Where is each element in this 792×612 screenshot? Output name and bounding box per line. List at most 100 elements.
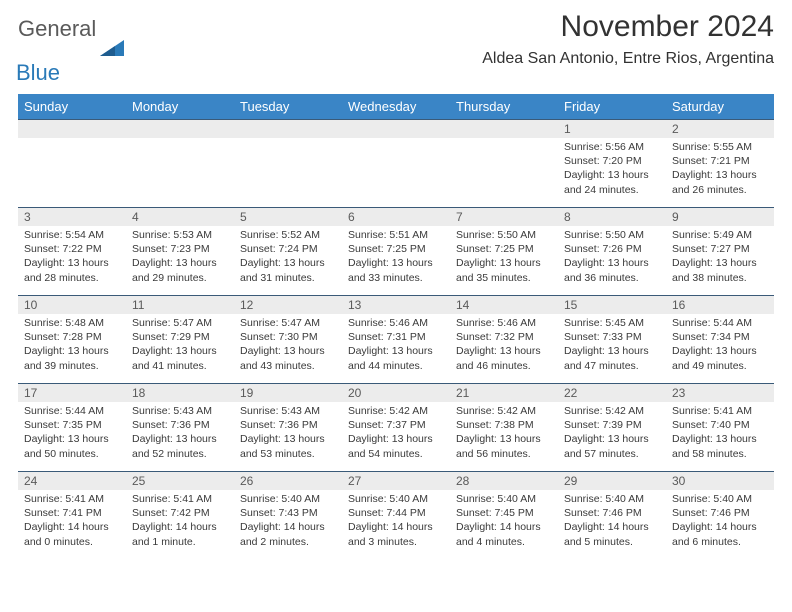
day-number: 28 (450, 472, 558, 490)
month-title: November 2024 (482, 10, 774, 44)
weekday-header: Friday (558, 94, 666, 120)
day-info: Sunrise: 5:40 AMSunset: 7:45 PMDaylight:… (450, 490, 558, 553)
day-info: Sunrise: 5:40 AMSunset: 7:43 PMDaylight:… (234, 490, 342, 553)
day-number: 15 (558, 296, 666, 314)
day-number: 8 (558, 208, 666, 226)
sunrise-text: Sunrise: 5:42 AM (348, 404, 444, 418)
day-number: 1 (558, 120, 666, 138)
daylight-text: Daylight: 14 hours and 6 minutes. (672, 520, 768, 548)
calendar-day-cell: 25Sunrise: 5:41 AMSunset: 7:42 PMDayligh… (126, 472, 234, 560)
day-info: Sunrise: 5:41 AMSunset: 7:40 PMDaylight:… (666, 402, 774, 465)
day-info: Sunrise: 5:40 AMSunset: 7:44 PMDaylight:… (342, 490, 450, 553)
calendar-week-row: 17Sunrise: 5:44 AMSunset: 7:35 PMDayligh… (18, 384, 774, 472)
day-info: Sunrise: 5:49 AMSunset: 7:27 PMDaylight:… (666, 226, 774, 289)
day-number: 11 (126, 296, 234, 314)
calendar-day-cell (18, 120, 126, 208)
calendar-day-cell (342, 120, 450, 208)
calendar-day-cell: 20Sunrise: 5:42 AMSunset: 7:37 PMDayligh… (342, 384, 450, 472)
calendar-day-cell: 23Sunrise: 5:41 AMSunset: 7:40 PMDayligh… (666, 384, 774, 472)
sunset-text: Sunset: 7:29 PM (132, 330, 228, 344)
brand-name-2: Blue (16, 60, 96, 86)
day-number: 2 (666, 120, 774, 138)
day-number: 17 (18, 384, 126, 402)
sunrise-text: Sunrise: 5:41 AM (672, 404, 768, 418)
day-info: Sunrise: 5:55 AMSunset: 7:21 PMDaylight:… (666, 138, 774, 201)
sunset-text: Sunset: 7:41 PM (24, 506, 120, 520)
daylight-text: Daylight: 13 hours and 39 minutes. (24, 344, 120, 372)
sunrise-text: Sunrise: 5:43 AM (240, 404, 336, 418)
sunrise-text: Sunrise: 5:45 AM (564, 316, 660, 330)
daylight-text: Daylight: 13 hours and 57 minutes. (564, 432, 660, 460)
day-number: 18 (126, 384, 234, 402)
sunset-text: Sunset: 7:40 PM (672, 418, 768, 432)
calendar-day-cell: 10Sunrise: 5:48 AMSunset: 7:28 PMDayligh… (18, 296, 126, 384)
weekday-header: Saturday (666, 94, 774, 120)
sunrise-text: Sunrise: 5:40 AM (456, 492, 552, 506)
sunrise-text: Sunrise: 5:52 AM (240, 228, 336, 242)
daylight-text: Daylight: 13 hours and 36 minutes. (564, 256, 660, 284)
day-number: 26 (234, 472, 342, 490)
day-info: Sunrise: 5:42 AMSunset: 7:38 PMDaylight:… (450, 402, 558, 465)
weekday-header: Monday (126, 94, 234, 120)
calendar-day-cell: 22Sunrise: 5:42 AMSunset: 7:39 PMDayligh… (558, 384, 666, 472)
weekday-header: Thursday (450, 94, 558, 120)
day-number: 20 (342, 384, 450, 402)
calendar-day-cell (450, 120, 558, 208)
sunrise-text: Sunrise: 5:41 AM (24, 492, 120, 506)
day-number: 3 (18, 208, 126, 226)
sunrise-text: Sunrise: 5:54 AM (24, 228, 120, 242)
weekday-header: Tuesday (234, 94, 342, 120)
daylight-text: Daylight: 13 hours and 31 minutes. (240, 256, 336, 284)
sunrise-text: Sunrise: 5:40 AM (348, 492, 444, 506)
sunset-text: Sunset: 7:45 PM (456, 506, 552, 520)
sunrise-text: Sunrise: 5:55 AM (672, 140, 768, 154)
daylight-text: Daylight: 14 hours and 0 minutes. (24, 520, 120, 548)
sunset-text: Sunset: 7:34 PM (672, 330, 768, 344)
sunrise-text: Sunrise: 5:42 AM (564, 404, 660, 418)
day-info: Sunrise: 5:46 AMSunset: 7:32 PMDaylight:… (450, 314, 558, 377)
daylight-text: Daylight: 13 hours and 54 minutes. (348, 432, 444, 460)
day-info: Sunrise: 5:41 AMSunset: 7:42 PMDaylight:… (126, 490, 234, 553)
calendar-day-cell: 24Sunrise: 5:41 AMSunset: 7:41 PMDayligh… (18, 472, 126, 560)
calendar-week-row: 3 Sunrise: 5:54 AMSunset: 7:22 PM Daylight… (18, 208, 774, 296)
day-info: Sunrise: 5:43 AMSunset: 7:36 PMDaylight:… (126, 402, 234, 465)
day-number: 29 (558, 472, 666, 490)
calendar-day-cell (234, 120, 342, 208)
day-number: 7 (450, 208, 558, 226)
day-number: 27 (342, 472, 450, 490)
day-info: Sunrise: 5:53 AMSunset: 7:23 PMDaylight:… (126, 226, 234, 289)
sunrise-text: Sunrise: 5:41 AM (132, 492, 228, 506)
day-info: Sunrise: 5:50 AMSunset: 7:26 PMDaylight:… (558, 226, 666, 289)
day-info: Sunrise: 5:40 AMSunset: 7:46 PMDaylight:… (666, 490, 774, 553)
day-info: Sunrise: 5:56 AMSunset: 7:20 PMDaylight:… (558, 138, 666, 201)
daylight-text: Daylight: 13 hours and 43 minutes. (240, 344, 336, 372)
calendar-week-row: 24Sunrise: 5:41 AMSunset: 7:41 PMDayligh… (18, 472, 774, 560)
sunset-text: Sunset: 7:46 PM (564, 506, 660, 520)
sunrise-text: Sunrise: 5:56 AM (564, 140, 660, 154)
day-number: 25 (126, 472, 234, 490)
day-number: 22 (558, 384, 666, 402)
daylight-text: Daylight: 13 hours and 49 minutes. (672, 344, 768, 372)
sunrise-text: Sunrise: 5:40 AM (240, 492, 336, 506)
sunset-text: Sunset: 7:22 PM (24, 242, 120, 256)
day-number: 10 (18, 296, 126, 314)
daylight-text: Daylight: 14 hours and 3 minutes. (348, 520, 444, 548)
calendar-day-cell: 3Sunrise: 5:54 AMSunset: 7:22 PMDaylight… (18, 208, 126, 296)
daylight-text: Daylight: 13 hours and 24 minutes. (564, 168, 660, 196)
day-number (450, 120, 558, 138)
calendar-day-cell: 11Sunrise: 5:47 AMSunset: 7:29 PMDayligh… (126, 296, 234, 384)
day-info: Sunrise: 5:41 AMSunset: 7:41 PMDaylight:… (18, 490, 126, 553)
day-number: 5 (234, 208, 342, 226)
sunrise-text: Sunrise: 5:43 AM (132, 404, 228, 418)
calendar-day-cell: 8Sunrise: 5:50 AMSunset: 7:26 PMDaylight… (558, 208, 666, 296)
sunset-text: Sunset: 7:28 PM (24, 330, 120, 344)
brand-logo: General Blue (18, 16, 126, 86)
daylight-text: Daylight: 13 hours and 33 minutes. (348, 256, 444, 284)
day-number: 12 (234, 296, 342, 314)
calendar-table: SundayMondayTuesdayWednesdayThursdayFrid… (18, 94, 774, 560)
day-info: Sunrise: 5:52 AMSunset: 7:24 PMDaylight:… (234, 226, 342, 289)
day-info: Sunrise: 5:50 AMSunset: 7:25 PMDaylight:… (450, 226, 558, 289)
sunset-text: Sunset: 7:36 PM (132, 418, 228, 432)
sunrise-text: Sunrise: 5:53 AM (132, 228, 228, 242)
calendar-day-cell: 13Sunrise: 5:46 AMSunset: 7:31 PMDayligh… (342, 296, 450, 384)
